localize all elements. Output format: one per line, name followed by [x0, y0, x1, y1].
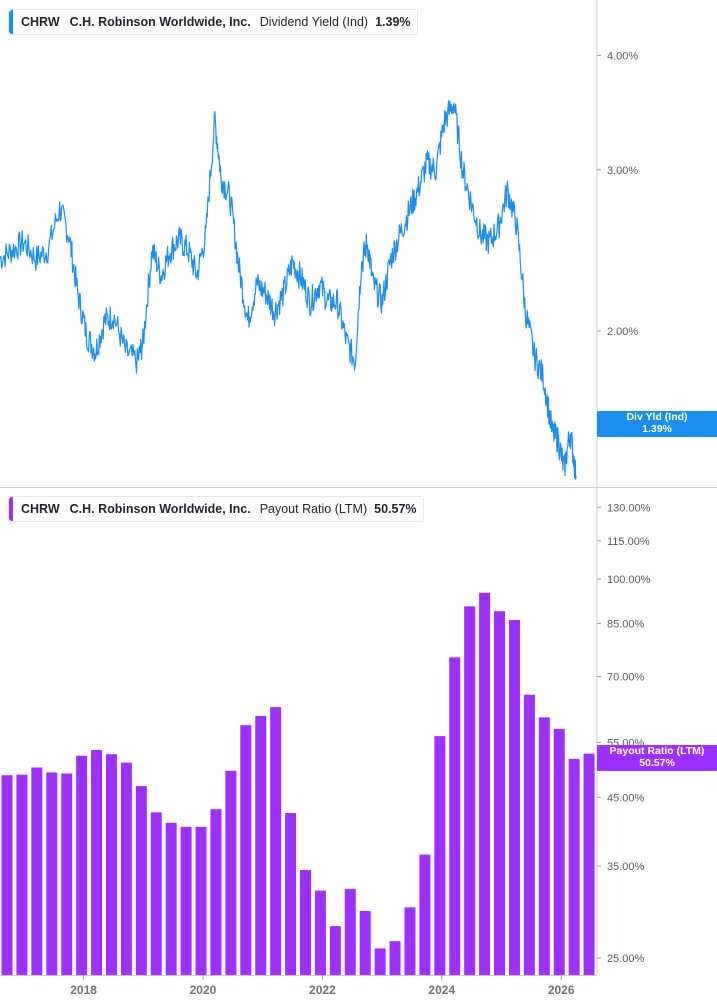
payout-legend[interactable]: CHRW C.H. Robinson Worldwide, Inc. Payou…: [8, 496, 424, 522]
payout-tick-label: 100.00%: [607, 574, 651, 586]
legend-ticker: CHRW: [21, 15, 60, 29]
payout-bar: [270, 707, 282, 975]
payout-bar: [16, 774, 28, 975]
payout-bar: [240, 725, 252, 975]
yield-legend[interactable]: CHRW C.H. Robinson Worldwide, Inc. Divid…: [8, 9, 418, 35]
x-tick-label: 2020: [190, 983, 217, 997]
payout-bar: [479, 592, 491, 975]
legend-metric: Payout Ratio (LTM): [259, 502, 368, 516]
payout-bar: [359, 910, 371, 975]
legend-value: 1.39%: [375, 15, 411, 29]
payout-bar: [255, 715, 267, 975]
payout-bar: [494, 611, 506, 975]
legend-metric: Dividend Yield (Ind): [259, 15, 369, 29]
x-tick-label: 2026: [548, 983, 575, 997]
payout-bar: [105, 754, 117, 975]
legend-company: C.H. Robinson Worldwide, Inc.: [69, 502, 251, 516]
legend-ticker: CHRW: [21, 502, 60, 516]
payout-bar: [31, 767, 43, 975]
payout-tick-label: 115.00%: [607, 536, 650, 548]
payout-bar: [434, 736, 446, 975]
payout-flag-label: Payout Ratio (LTM): [609, 745, 705, 757]
payout-bar: [449, 657, 461, 975]
payout-bar: [464, 606, 476, 975]
payout-bar: [91, 750, 103, 975]
payout-bar: [404, 907, 416, 975]
x-tick-label: 2022: [309, 983, 336, 997]
payout-bar: [314, 890, 326, 975]
payout-bar: [553, 728, 565, 975]
x-tick-label: 2024: [428, 983, 455, 997]
yield-y-axis: 4.00% 3.00% 2.00%: [597, 51, 638, 338]
yield-line: [0, 100, 577, 480]
payout-bar: [419, 854, 431, 975]
yield-flag-value: 1.39%: [642, 422, 672, 435]
payout-bar: [523, 694, 535, 975]
yield-last-value-flag: Div Yld (Ind) 1.39%: [597, 411, 717, 437]
payout-bar: [508, 619, 520, 975]
payout-bar: [1, 775, 13, 975]
payout-bar: [583, 753, 595, 975]
legend-company: C.H. Robinson Worldwide, Inc.: [69, 15, 251, 29]
payout-tick-label: 45.00%: [607, 792, 645, 804]
payout-tick-label: 70.00%: [607, 672, 645, 684]
payout-bar: [135, 786, 147, 975]
payout-bar: [300, 870, 311, 975]
time-x-axis: 2018 2020 2022 2024 2026: [70, 975, 575, 997]
payout-bar: [120, 762, 132, 975]
payout-bar: [210, 809, 222, 975]
payout-bar: [165, 822, 177, 975]
payout-tick-label: 35.00%: [607, 861, 645, 873]
payout-bars: [1, 592, 595, 975]
payout-bar: [76, 755, 88, 975]
payout-bar: [389, 941, 401, 975]
yield-tick-label: 3.00%: [607, 165, 638, 177]
yield-legend-swatch: [9, 10, 13, 34]
yield-line-group: [0, 100, 577, 480]
payout-bar: [538, 717, 550, 975]
payout-bar: [225, 770, 237, 975]
payout-bar: [46, 772, 58, 975]
payout-legend-swatch: [9, 497, 13, 521]
yield-flag-label: Div Yld (Ind): [626, 411, 688, 423]
payout-tick-label: 130.00%: [607, 502, 651, 514]
payout-bar: [329, 926, 341, 975]
payout-y-axis: 130.00%115.00%100.00%85.00%70.00%55.00%4…: [597, 502, 651, 965]
payout-last-value-flag: Payout Ratio (LTM) 50.57%: [597, 745, 717, 771]
payout-bar: [61, 773, 73, 975]
payout-bar: [195, 826, 207, 975]
payout-flag-value: 50.57%: [639, 756, 675, 769]
payout-tick-label: 85.00%: [607, 618, 645, 630]
payout-bar: [374, 948, 386, 975]
yield-tick-label: 2.00%: [607, 326, 638, 338]
payout-bar: [344, 888, 356, 975]
legend-value: 50.57%: [374, 502, 417, 516]
payout-bar: [568, 758, 580, 975]
payout-bar: [150, 812, 162, 975]
yield-tick-label: 4.00%: [607, 51, 638, 63]
axes: [0, 0, 717, 976]
payout-bar: [180, 826, 192, 975]
payout-tick-label: 25.00%: [607, 953, 645, 965]
payout-bar: [285, 813, 297, 975]
x-tick-label: 2018: [70, 983, 97, 997]
